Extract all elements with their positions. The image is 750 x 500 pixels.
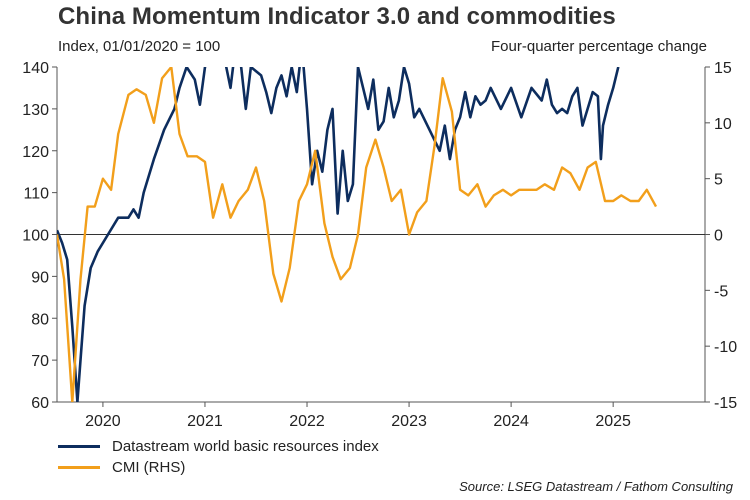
legend-swatch-basic-resources bbox=[58, 445, 100, 448]
left-tick-label: 120 bbox=[22, 144, 49, 161]
series-line-basic-resources bbox=[57, 67, 620, 402]
legend-label-basic-resources: Datastream world basic resources index bbox=[112, 438, 379, 455]
legend-item-cmi: CMI (RHS) bbox=[58, 459, 185, 476]
right-tick-label: 15 bbox=[714, 60, 732, 77]
legend-label-cmi: CMI (RHS) bbox=[112, 459, 186, 476]
left-tick-label: 60 bbox=[31, 395, 49, 412]
x-tick-label: 2021 bbox=[187, 413, 223, 430]
right-tick-label: 10 bbox=[714, 116, 732, 133]
right-tick-label: -10 bbox=[714, 339, 737, 356]
right-tick-label: -5 bbox=[714, 283, 728, 300]
x-tick-label: 2024 bbox=[493, 413, 529, 430]
series-layer bbox=[57, 67, 658, 402]
legend-swatch-cmi bbox=[58, 466, 100, 469]
left-tick-label: 90 bbox=[31, 269, 49, 286]
chart-title: China Momentum Indicator 3.0 and commodi… bbox=[58, 3, 616, 30]
left-tick-label: 100 bbox=[22, 228, 49, 245]
left-tick-label: 70 bbox=[31, 353, 49, 370]
left-axis-caption: Index, 01/01/2020 = 100 bbox=[58, 38, 221, 55]
x-tick-label: 2025 bbox=[595, 413, 631, 430]
right-tick-label: -15 bbox=[714, 395, 737, 412]
x-tick-label: 2020 bbox=[85, 413, 121, 430]
x-tick-label: 2023 bbox=[391, 413, 427, 430]
source-note: Source: LSEG Datastream / Fathom Consult… bbox=[459, 479, 733, 494]
left-tick-label: 140 bbox=[22, 60, 49, 77]
left-tick-label: 80 bbox=[31, 311, 49, 328]
left-tick-label: 130 bbox=[22, 102, 49, 119]
right-axis-ticks: -15 -10 -5 0 5 10 15 bbox=[705, 60, 737, 412]
right-tick-label: 5 bbox=[714, 172, 723, 189]
left-tick-label: 110 bbox=[23, 186, 49, 203]
right-axis-caption: Four-quarter percentage change bbox=[491, 38, 707, 55]
legend-item-basic-resources: Datastream world basic resources index bbox=[58, 438, 379, 455]
x-axis-ticks: 2020 2021 2022 2023 2024 2025 bbox=[85, 402, 631, 430]
series-line-cmi bbox=[57, 67, 658, 402]
left-axis-ticks: 60 70 80 90 100 110 120 130 140 bbox=[22, 60, 57, 412]
x-tick-label: 2022 bbox=[289, 413, 325, 430]
right-tick-label: 0 bbox=[714, 228, 723, 245]
